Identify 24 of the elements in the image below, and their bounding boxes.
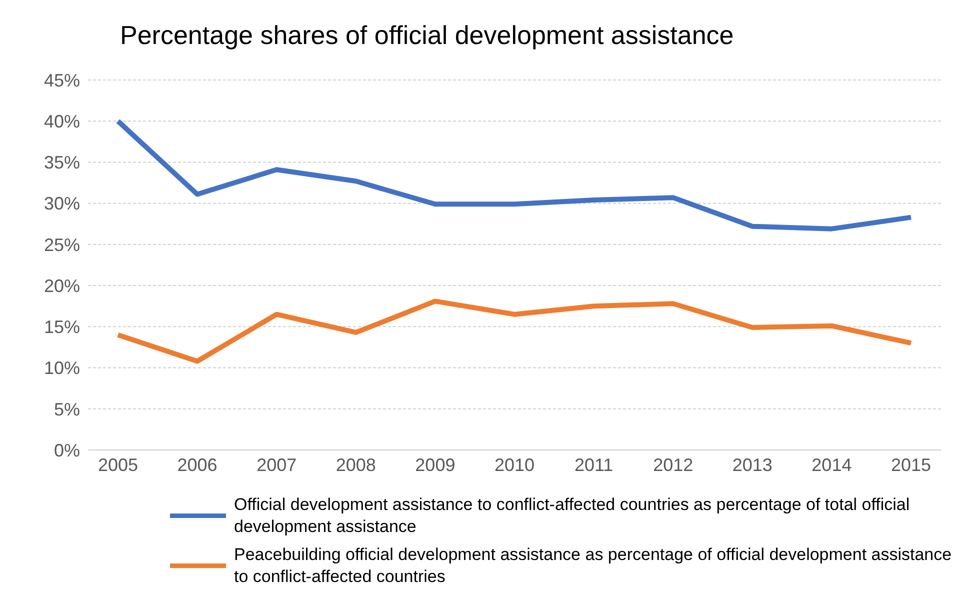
x-tick-label: 2014 bbox=[812, 454, 852, 475]
y-tick-label: 10% bbox=[44, 358, 80, 378]
y-tick-label: 5% bbox=[54, 399, 80, 420]
legend-label: Peacebuilding official development assistance as percentage of official development assistance to conflict-affected countries bbox=[234, 544, 953, 588]
x-tick-label: 2013 bbox=[732, 454, 772, 475]
y-tick-label: 15% bbox=[44, 317, 80, 338]
y-tick-label: 20% bbox=[44, 276, 80, 296]
x-tick-label: 2007 bbox=[256, 454, 297, 475]
x-tick-label: 2008 bbox=[336, 454, 376, 475]
x-tick-label: 2012 bbox=[653, 454, 694, 475]
chart-title: Percentage shares of official development assistance bbox=[119, 19, 735, 52]
y-tick-label: 45% bbox=[44, 70, 80, 90]
y-tick-label: 35% bbox=[44, 152, 80, 173]
x-tick-label: 2011 bbox=[574, 454, 614, 475]
legend-label: Official development assistance to conflict-affected countries as percentage of total official development assistance bbox=[234, 494, 911, 538]
x-tick-label: 2005 bbox=[98, 454, 138, 475]
x-tick-label: 2010 bbox=[494, 454, 535, 475]
y-tick-label: 0% bbox=[54, 440, 80, 460]
x-tick-label: 2009 bbox=[415, 454, 456, 475]
x-tick-label: 2015 bbox=[890, 454, 932, 475]
y-tick-label: 40% bbox=[44, 112, 80, 132]
y-tick-label: 25% bbox=[44, 234, 80, 255]
x-tick-label: 2006 bbox=[177, 454, 218, 475]
y-tick-label: 30% bbox=[44, 194, 80, 214]
